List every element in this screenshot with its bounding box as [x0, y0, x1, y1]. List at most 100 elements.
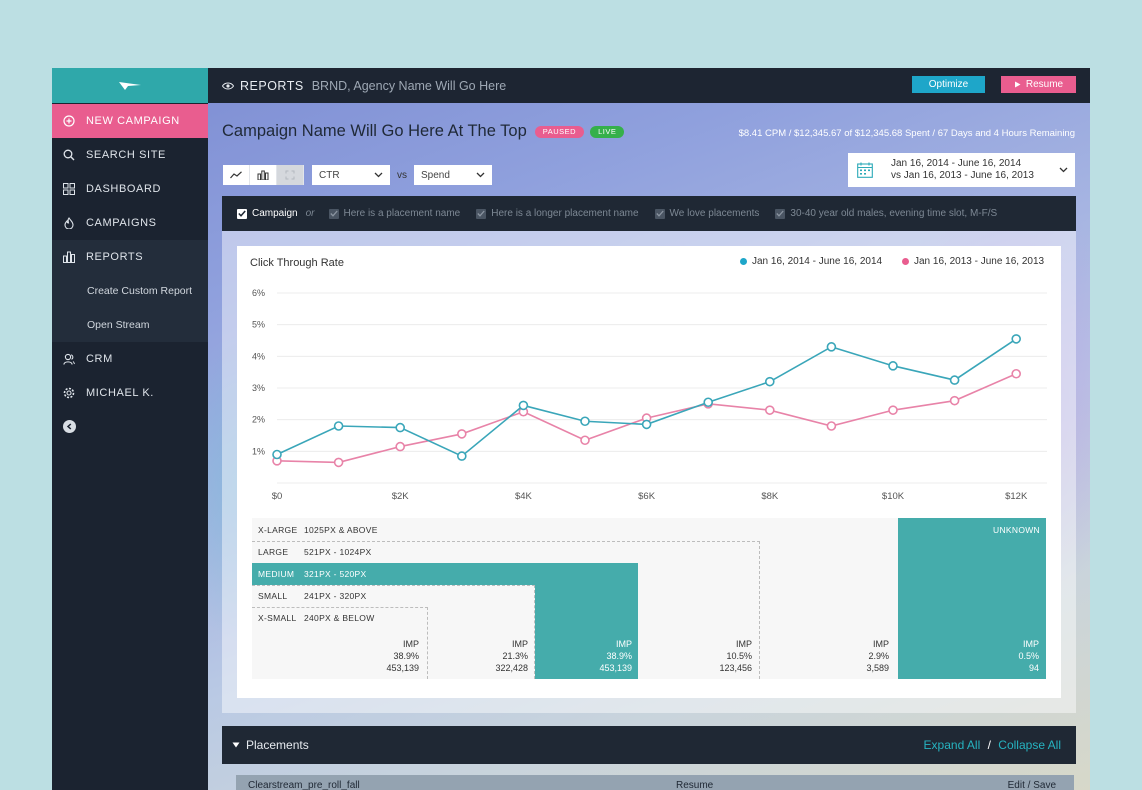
separator: / — [987, 738, 991, 752]
bucket-range: 1025PX & ABOVE — [304, 525, 378, 535]
app-window: NEW CAMPAIGN SEARCH SITE DASHBOARD CAMPA… — [52, 68, 1090, 790]
resume-button[interactable]: Resume — [1001, 76, 1076, 93]
legend-label: Jan 16, 2013 - June 16, 2013 — [914, 256, 1045, 267]
chevron-down-icon — [476, 172, 485, 178]
data-point — [949, 395, 960, 406]
bucket-range: 240PX & BELOW — [304, 613, 375, 623]
check-icon — [776, 210, 785, 217]
live-badge: LIVE — [590, 125, 625, 138]
vs-label: vs — [397, 169, 407, 181]
stat-label: IMP — [1022, 639, 1039, 649]
stat-label: IMP — [735, 639, 752, 649]
data-point — [333, 457, 344, 468]
sidebar-item-reports[interactable]: REPORTS — [52, 240, 208, 274]
unknown-block — [898, 518, 1046, 679]
stat-count: 3,589 — [866, 663, 889, 673]
collapse-all-link[interactable]: Collapse All — [998, 738, 1061, 752]
y-tick-label: 1% — [252, 446, 265, 456]
line-chart-icon — [230, 171, 242, 179]
checkbox-disabled[interactable] — [328, 208, 339, 219]
metric-value: CTR — [319, 169, 340, 181]
check-icon — [329, 210, 338, 217]
compare-value: Spend — [421, 169, 450, 181]
placement-filter[interactable]: Here is a placement name — [328, 208, 460, 219]
campaign-filter[interactable]: Campaign — [237, 208, 298, 219]
data-point — [333, 421, 344, 431]
stat-label: IMP — [511, 639, 528, 649]
nav-label: CAMPAIGNS — [86, 217, 157, 229]
unknown-label: UNKNOWN — [993, 525, 1040, 535]
checkbox-checked[interactable] — [237, 208, 247, 219]
sidebar-subitem-open-stream[interactable]: Open Stream — [52, 308, 208, 342]
data-point — [949, 375, 960, 385]
bucket-range: 241PX - 320PX — [304, 591, 367, 601]
search-icon — [62, 148, 76, 162]
checkbox-disabled[interactable] — [775, 208, 786, 219]
data-point — [1011, 368, 1022, 379]
placement-row-edit[interactable]: Edit / Save — [1007, 779, 1056, 790]
data-point — [395, 441, 405, 452]
optimize-button[interactable]: Optimize — [912, 76, 985, 93]
data-point — [703, 397, 714, 408]
main-content: REPORTS BRND, Agency Name Will Go Here O… — [208, 68, 1090, 790]
compare-select[interactable]: Spend — [414, 165, 492, 185]
calendar-icon — [857, 162, 873, 178]
bucket-row-large: LARGE 521PX - 1024PX — [252, 541, 372, 563]
new-campaign-button[interactable]: NEW CAMPAIGN — [52, 104, 208, 138]
data-point — [888, 405, 898, 415]
sidebar-subitem-create-custom-report[interactable]: Create Custom Report — [52, 274, 208, 308]
sidebar-item-search-site[interactable]: SEARCH SITE — [52, 138, 208, 172]
bar-chart-button[interactable] — [250, 165, 277, 185]
nav-label: DASHBOARD — [86, 183, 162, 195]
grid-icon — [62, 182, 76, 196]
data-point — [580, 435, 590, 446]
placement-filter[interactable]: Here is a longer placement name — [476, 208, 639, 219]
logo[interactable] — [52, 68, 208, 103]
data-point — [1011, 334, 1022, 344]
stat-pct: 38.9% — [393, 651, 419, 661]
legend-item-2013: Jan 16, 2013 - June 16, 2013 — [902, 256, 1044, 267]
x-tick-label: $10K — [882, 491, 905, 502]
section-title: REPORTS — [240, 78, 304, 93]
subitem-label: Open Stream — [87, 319, 150, 331]
campaign-filter-label: Campaign — [252, 208, 298, 219]
gear-icon — [62, 386, 76, 400]
sidebar-item-campaigns[interactable]: CAMPAIGNS — [52, 206, 208, 240]
placement-filter[interactable]: We love placements — [654, 208, 759, 219]
sidebar-item-user[interactable]: MICHAEL K. — [52, 376, 208, 410]
placement-row-label: Clearstream_pre_roll_fall — [248, 779, 360, 790]
data-point — [888, 361, 898, 371]
ctr-line-chart: 1% 2% 3% 4% 5% 6% $0 $2K $4K $6K $8K $10K $12K — [252, 288, 1047, 502]
x-tick-label: $0 — [272, 491, 283, 502]
eye-icon — [222, 82, 234, 89]
placement-row-action[interactable]: Resume — [676, 779, 714, 790]
table-view-button[interactable] — [277, 165, 304, 185]
collapse-sidebar-button[interactable] — [63, 420, 76, 433]
checkbox-disabled[interactable] — [654, 208, 665, 219]
placement-filter[interactable]: 30-40 year old males, evening time slot,… — [775, 208, 997, 219]
placements-title: Placements — [246, 738, 309, 752]
bucket-stat: IMP 2.9% 3,589 — [866, 638, 889, 674]
agency-name: BRND, Agency Name Will Go Here — [311, 78, 507, 93]
date-range-picker[interactable]: Jan 16, 2014 - June 16, 2014 vs Jan 16, … — [848, 153, 1075, 187]
metric-select[interactable]: CTR — [312, 165, 390, 185]
filter-bar: Campaign or Here is a placement name Her… — [222, 196, 1076, 231]
chevron-down-icon — [1059, 167, 1068, 173]
resume-label: Resume — [1025, 79, 1064, 90]
checkbox-disabled[interactable] — [476, 208, 487, 219]
sidebar-item-crm[interactable]: CRM — [52, 342, 208, 376]
expand-all-link[interactable]: Expand All — [923, 738, 981, 752]
stat-pct: 2.9% — [868, 651, 889, 661]
placement-row[interactable]: Clearstream_pre_roll_fall Resume Edit / … — [236, 775, 1074, 790]
chart-controls: CTR vs Spend — [223, 165, 492, 185]
bar-chart-icon — [62, 250, 76, 264]
stat-count: 123,456 — [719, 663, 752, 673]
nav-label: REPORTS — [86, 251, 144, 263]
data-point — [457, 429, 467, 439]
sidebar-item-dashboard[interactable]: DASHBOARD — [52, 172, 208, 206]
bucket-stat: IMP 38.9% 453,139 — [599, 638, 632, 674]
line-chart-button[interactable] — [223, 165, 250, 185]
paper-plane-icon — [119, 81, 141, 90]
data-point — [518, 400, 529, 411]
placements-header[interactable]: Placements Expand All / Collapse All — [222, 726, 1076, 764]
